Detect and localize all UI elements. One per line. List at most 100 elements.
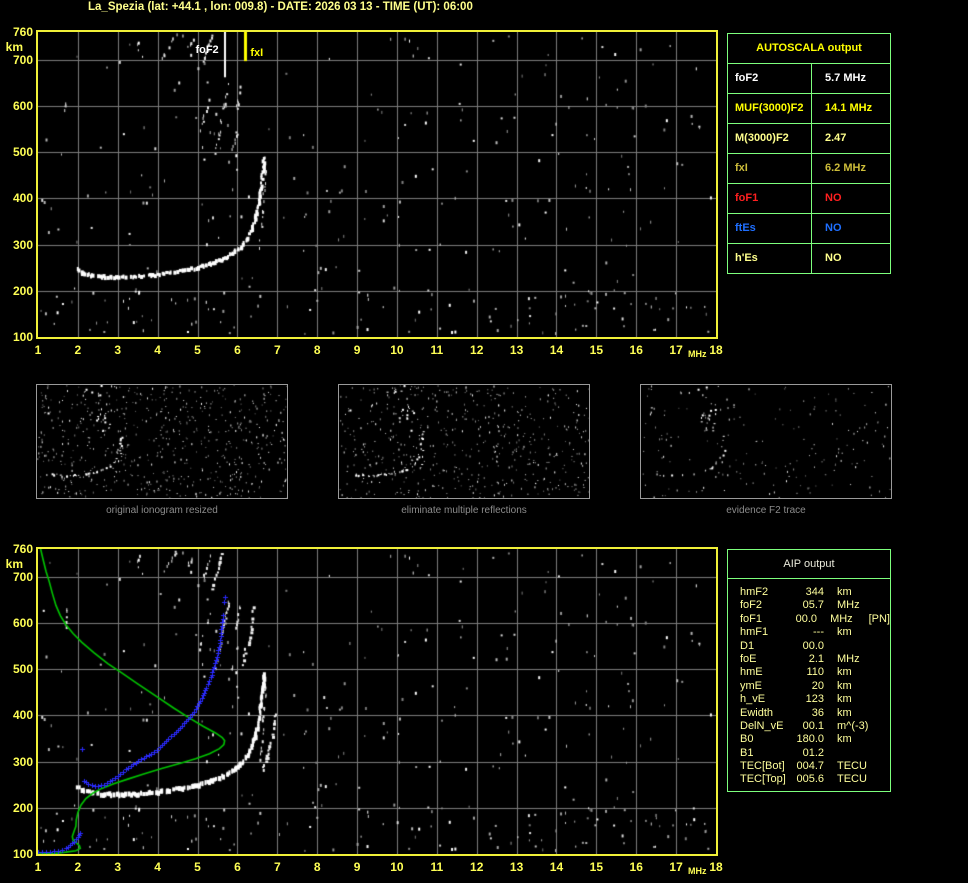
aip-param-value: 110	[806, 666, 824, 679]
x-tick-label: 9	[353, 860, 361, 874]
aip-param-value: 180.0	[796, 733, 824, 746]
aip-param-label: B1	[740, 746, 754, 759]
autoscala-param-label: ftEs	[728, 214, 812, 243]
aip-param-value: 05.7	[802, 599, 824, 612]
thumbnail-original-canvas	[37, 385, 287, 498]
aip-param-label: DelN_vE	[740, 719, 784, 732]
y-tick-label: 100	[12, 847, 33, 861]
thumbnail-caption-eliminate: eliminate multiple reflections	[401, 505, 527, 516]
x-tick-label: 15	[589, 343, 604, 357]
autoscala-param-value: 6.2 MHz	[825, 162, 866, 174]
aip-param-value: ---	[813, 626, 824, 639]
bottom-ionogram-canvas	[38, 549, 716, 854]
x-tick-label: 5	[194, 343, 201, 357]
y-tick-label: 700	[12, 569, 33, 584]
aip-param-value: 344	[805, 586, 824, 598]
autoscala-table-title: AUTOSCALA output	[756, 42, 862, 54]
aip-param-label: foE	[740, 652, 757, 665]
y-tick-label: 700	[12, 52, 33, 67]
aip-param-label: D1	[740, 639, 755, 652]
y-tick-label: 100	[12, 330, 33, 344]
aip-param-unit	[837, 747, 879, 760]
x-tick-label: 14	[549, 860, 564, 874]
autoscala-param-value: 14.1 MHz	[825, 102, 873, 114]
y-tick-label: 300	[12, 754, 33, 769]
aip-param-label: hmE	[740, 666, 763, 679]
aip-param-unit: km	[837, 626, 852, 639]
aip-param-label: B0	[740, 733, 754, 746]
aip-row: B1 01.2	[740, 747, 890, 760]
x-tick-label: 8	[313, 860, 321, 874]
x-tick-label: 3	[114, 860, 122, 874]
aip-row: h_vE 123 km	[740, 693, 890, 706]
y-tick-label: 200	[12, 283, 33, 298]
x-axis-unit: MHz	[688, 866, 707, 876]
y-tick-label: 600	[12, 615, 33, 630]
aip-param-unit: km	[837, 679, 852, 692]
x-tick-label: 12	[470, 343, 484, 357]
autoscala-param-value: 5.7 MHz	[825, 72, 866, 84]
autoscala-param-label: M(3000)F2	[728, 124, 812, 153]
aip-param-unit: MHz	[830, 612, 853, 625]
thumbnail-caption-original: original ionogram resized	[106, 505, 218, 516]
aip-row: B0 180.0 km	[740, 733, 890, 746]
y-tick-label: 200	[12, 800, 33, 815]
aip-table-title: AIP output	[728, 550, 890, 579]
aip-row: TEC[Top] 005.6 TECU	[740, 773, 890, 786]
x-tick-label: 3	[114, 343, 122, 357]
aip-param-label: ymE	[740, 679, 762, 692]
aip-param-label: hmF1	[740, 626, 769, 639]
autoscala-row: MUF(3000)F2 14.1 MHz	[728, 93, 890, 123]
aip-param-value: 004.7	[796, 760, 824, 773]
autoscala-param-label: h'Es	[728, 244, 812, 273]
thumbnail-eliminate-reflections	[338, 384, 590, 499]
x-tick-label: 6	[234, 860, 241, 874]
x-tick-label: 16	[629, 860, 643, 874]
x-tick-label: 13	[509, 343, 524, 357]
x-tick-label: 6	[234, 343, 241, 357]
y-tick-label: 400	[12, 708, 33, 723]
aip-param-unit: MHz	[837, 652, 860, 665]
x-tick-label: 2	[74, 860, 82, 874]
y-tick-label: 400	[12, 191, 33, 206]
autoscala-row: fxI 6.2 MHz	[728, 153, 890, 183]
aip-row: ymE 20 km	[740, 680, 890, 693]
x-tick-label: 10	[390, 860, 404, 874]
aip-param-label: TEC[Bot]	[740, 760, 785, 773]
bottom-ionogram-plot	[36, 547, 718, 856]
x-tick-label: 17	[669, 343, 683, 357]
aip-param-unit: km	[837, 706, 852, 719]
aip-param-label: foF1	[740, 612, 763, 625]
aip-param-value: 123	[805, 693, 824, 706]
x-tick-label: 9	[353, 343, 361, 357]
autoscala-param-value: NO	[825, 252, 842, 264]
aip-param-value: 01.2	[802, 746, 824, 759]
aip-row: foF1 00.0 MHz [PN]	[740, 613, 890, 626]
thumbnail-evidence-f2	[640, 384, 892, 499]
aip-row: DelN_vE 00.1 m^(-3)	[740, 720, 890, 733]
page-title: La_Spezia (lat: +44.1 , lon: 009.8) - DA…	[88, 1, 473, 13]
aip-param-unit: TECU	[837, 760, 867, 773]
aip-row: hmF2 344 km	[740, 586, 890, 599]
x-tick-label: 5	[194, 860, 201, 874]
x-tick-label: 7	[273, 343, 281, 357]
top-ionogram-plot: foF2 fxI	[36, 30, 718, 339]
top-plot-x-axis: 1 2 3 4 5 6 7 8 9 10 11 12 13 14 15 16 17 18 MHz	[34, 342, 732, 360]
thumbnail-eliminate-canvas	[339, 385, 589, 498]
autoscala-output-table: AUTOSCALA output foF2 5.7 MHz MUF(3000)F2 1…	[727, 33, 891, 274]
x-tick-label: 10	[390, 343, 404, 357]
autoscala-row: foF1 NO	[728, 183, 890, 213]
aip-output-table: AIP output hmF2 344 km foF2 05.7 MHz foF1 00.0 M…	[727, 549, 891, 792]
y-tick-label: 500	[12, 662, 33, 677]
x-tick-label: 18	[709, 343, 723, 357]
aip-param-label: Ewidth	[740, 706, 774, 719]
autoscala-param-label: foF2	[728, 64, 812, 93]
x-tick-label: 1	[34, 343, 42, 357]
autoscala-row: h'Es NO	[728, 243, 890, 273]
autoscala-param-value: NO	[825, 222, 842, 234]
aip-row: foF2 05.7 MHz	[740, 599, 890, 612]
x-tick-label: 4	[154, 860, 161, 874]
aip-param-unit: m^(-3)	[837, 719, 869, 732]
x-tick-label: 16	[629, 343, 643, 357]
aip-param-label: foF2	[740, 599, 763, 612]
